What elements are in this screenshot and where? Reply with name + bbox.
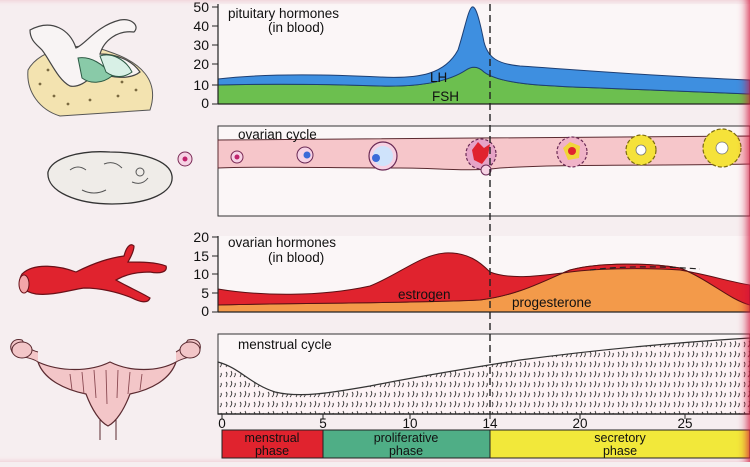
follicle-2 [296,146,314,164]
pituitary-gland-illustration [27,19,154,117]
menstrual-phase-label-2: phase [255,444,289,458]
proliferative-phase-label: proliferative [374,431,439,445]
day-tick: 10 [402,416,417,431]
ovarian-hormones-y-tick: 10 [193,266,209,282]
estrogen-label: estrogen [398,287,451,302]
ovarian-hormones-panel: 20 15 10 5 0 ovarian hormones (in blood)… [193,229,750,319]
ovarian-hormones-y-tick: 15 [193,248,209,264]
ovarian-hormones-subtitle: (in blood) [268,250,324,265]
pituitary-panel: 50 40 30 20 10 0 pituitary hormones (in … [193,0,750,111]
ovary-illustration [47,151,193,205]
ovarian-cycle-panel: ovarian cycle [217,125,750,217]
lh-label: LH [430,70,447,85]
pituitary-title: pituitary hormones [228,6,339,21]
pituitary-y-tick: 40 [193,18,209,34]
day-axis: 0 5 10 14 20 25 [218,413,750,431]
ovarian-hormones-y-tick: 5 [201,285,209,301]
pituitary-y-tick: 10 [193,77,209,93]
lh-area [217,6,750,95]
day-tick: 5 [319,416,327,431]
pituitary-y-tick: 50 [193,0,209,15]
secretory-phase-block [489,429,750,459]
pituitary-y-tick: 20 [193,56,209,72]
menstrual-phase-label: menstrual [245,431,300,445]
proliferative-phase-label-2: phase [389,444,423,458]
pituitary-y-tick: 0 [201,95,209,111]
ovarian-hormones-y-tick: 0 [201,303,209,319]
follicle-1 [230,150,244,164]
endometrium-lining [217,337,750,415]
fsh-label: FSH [432,89,459,104]
corpus-luteum-early [556,136,588,168]
progesterone-peak-dashed-line [589,266,701,271]
proliferative-phase-block [322,429,491,459]
pituitary-y-tick: 30 [193,37,209,53]
secretory-phase-label-2: phase [603,444,637,458]
ovarian-cycle-title: ovarian cycle [238,127,317,142]
progesterone-label: progesterone [512,295,592,310]
ovarian-hormones-y-tick: 20 [193,229,209,245]
ovulating-follicle [465,138,497,176]
estrogen-area [217,252,750,306]
day-tick: 20 [572,416,587,431]
day-tick: 14 [482,416,498,431]
uterus-illustration [10,339,201,440]
day-tick: 25 [677,416,692,431]
follicle-3 [368,141,398,171]
pituitary-subtitle: (in blood) [268,20,324,35]
blood-vessel-illustration [18,244,167,303]
menstrual-cycle-panel: menstrual cycle [217,333,750,415]
day-tick: 0 [218,416,226,431]
corpus-luteum-late [702,128,742,168]
phase-bar: menstrual phase proliferative phase secr… [221,429,750,459]
menstrual-cycle-title: menstrual cycle [238,337,332,352]
ovarian-hormones-title: ovarian hormones [228,235,336,250]
secretory-phase-label: secretory [594,431,646,445]
corpus-luteum [625,134,657,166]
